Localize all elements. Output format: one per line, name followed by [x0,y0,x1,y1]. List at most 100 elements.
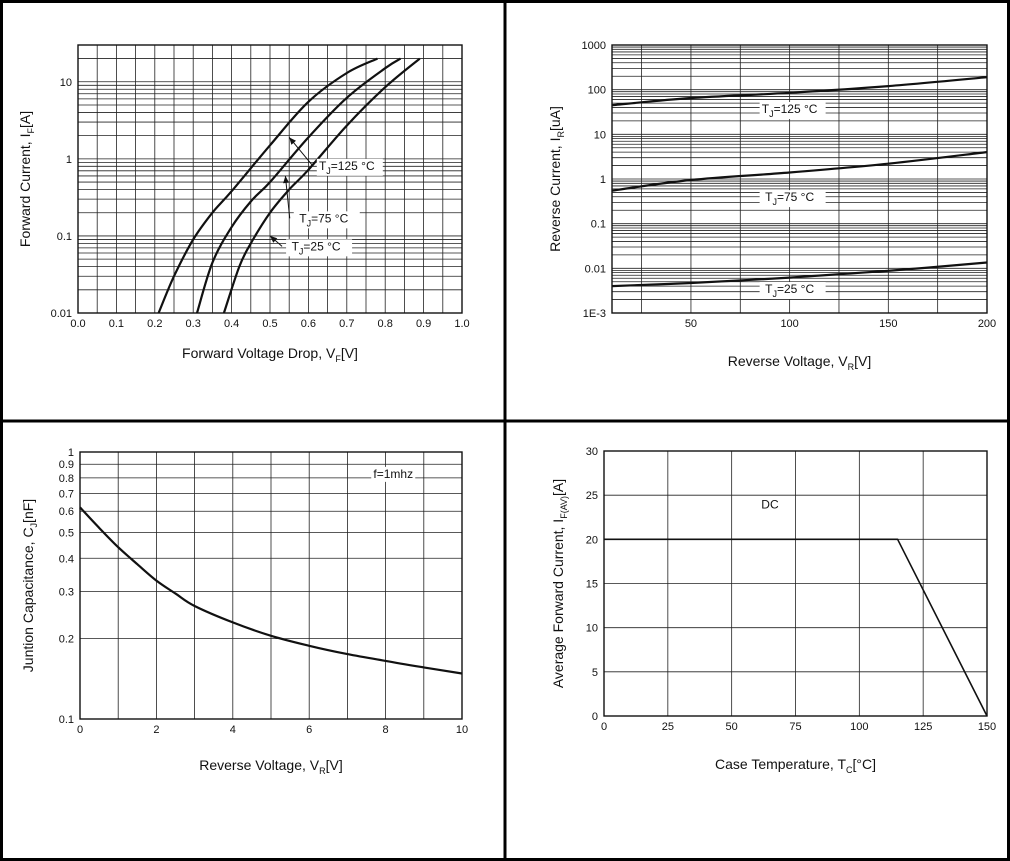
y-tick-label: 0.1 [59,714,74,726]
plot-area-border [611,44,988,314]
y-axis-label-main: Juntion Capacitance, C [20,527,36,672]
chart-2: 50 100 150 200 1E-3 0.01 0.1 1 10 100 1000 Reverse … [547,40,996,372]
y-tick-label: 100 [588,85,606,97]
y-tick-label: 1 [68,447,74,459]
annotation-label-backdrop [759,102,826,120]
x-tick-label: 100 [850,721,868,733]
annotation-label-sub: J [772,197,777,207]
y-tick-label: 0.01 [51,308,72,320]
annotation-label: DC [761,497,779,511]
y-tick-label: 10 [60,77,72,89]
annotation-leader-line [284,175,291,219]
x-axis-label-main: Case Temperature, T [715,756,846,772]
x-tick-label: 0.2 [147,318,162,330]
y-tick-label: 1 [600,174,606,186]
series-line-1 [79,506,463,675]
x-tick-label: 25 [662,721,674,733]
annotation-label-main: T [762,102,770,116]
annotation-label-backdrop [759,190,826,208]
annotation-label-backdrop [371,466,416,482]
x-axis-label-main: Reverse Voltage, V [199,757,320,773]
y-tick-label: 20 [586,534,598,546]
y-axis-label-suffix: [A] [550,479,566,496]
x-tick-label: 0.0 [70,318,85,330]
annotation-arrowhead [270,235,278,243]
series-line-3 [611,261,988,288]
y-tick-label: 0.3 [59,587,74,599]
annotation-label-rest: =75 °C [777,190,814,204]
annotation-label-backdrop [286,239,353,257]
y-axis-label-sub: R [556,131,566,138]
x-axis-label: Reverse Voltage, VR[V] [199,757,342,776]
annotation-label-backdrop [759,282,826,300]
series-line-2 [195,57,402,314]
annotation-label-sub: J [769,109,774,119]
y-tick-label: 25 [586,490,598,502]
x-axis-label-sub: R [319,766,326,776]
y-axis-label-suffix: [A] [17,111,33,128]
y-tick-label: 10 [586,623,598,635]
y-axis-label: Juntion Capacitance, CJ[nF] [20,499,39,672]
annotation-label-backdrop [747,497,792,513]
x-axis-label-suffix: [V] [326,757,343,773]
x-axis-label-sub: R [848,362,855,372]
y-axis-label: Average Forward Current, IF(AV)[A] [550,479,569,688]
y-axis-label-main: Forward Current, I [17,134,33,248]
annotation-label: f=1mhz [373,467,413,481]
y-axis-label: Reverse Current, IR[uA] [547,106,566,252]
y-tick-label: 1E-3 [583,308,606,320]
x-tick-label: 0.6 [301,318,316,330]
chart-3: 0 2 4 6 8 10 0.1 0.2 0.3 0.4 0.5 0.6 0.7 0.8 0.91 Rever… [20,447,468,776]
x-tick-label: 2 [153,724,159,736]
annotation-label-backdrop [293,211,360,229]
annotation-label-sub: J [772,289,777,299]
x-tick-label: 0.7 [339,318,354,330]
annotation-arrowhead [283,175,290,184]
annotation-label-backdrop [316,158,383,176]
y-axis-label: Forward Current, IF[A] [17,111,36,247]
y-tick-label: 0.2 [59,634,74,646]
x-axis-label-suffix: [°C] [853,756,877,772]
annotation-label-rest: =25 °C [303,239,340,253]
annotation-label-main: T [765,282,773,296]
y-tick-label: 10 [594,129,606,141]
x-axis-label: Forward Voltage Drop, VF[V] [182,345,358,364]
annotation-arrowhead [289,137,296,145]
annotation-label-rest: =25 °C [777,282,814,296]
y-tick-label: 0.1 [57,231,72,243]
annotation-label-rest: =75 °C [311,211,348,225]
y-tick-label: 5 [592,667,598,679]
x-tick-label: 50 [726,721,738,733]
x-tick-label: 0.5 [262,318,277,330]
y-tick-label: 0.5 [59,527,74,539]
annotation-label-sub: J [307,218,312,228]
x-axis-label-sub: F [335,354,341,364]
x-tick-label: 0.9 [416,318,431,330]
x-tick-label: 100 [780,318,798,330]
y-tick-label: 0.6 [59,506,74,518]
series-line-2 [611,151,988,192]
annotation-label-sub: J [326,166,331,176]
y-axis-label-main: Reverse Current, I [547,138,563,252]
x-tick-label: 0 [77,724,83,736]
x-tick-label: 0.3 [186,318,201,330]
plot-area-border [77,44,463,314]
annotation-label-main: T [292,239,300,253]
y-axis-label-sub: F(AV) [559,496,569,519]
x-tick-label: 125 [914,721,932,733]
y-axis-label-suffix: [uA] [547,106,563,131]
plot-area-border [79,451,463,720]
x-tick-label: 1.0 [454,318,469,330]
annotation-label: TJ=125 °C [762,102,818,119]
y-tick-label: 1 [66,154,72,166]
annotation-label-rest: =125 °C [774,102,818,116]
series-line-1 [611,76,988,107]
x-tick-label: 150 [879,318,897,330]
y-tick-label: 0.7 [59,488,74,500]
chart-1: 0.0 0.1 0.2 0.3 0.4 0.5 0.6 0.7 0.8 0.9 1.0 0.01 0.1… [17,44,470,364]
plot-area-border [603,450,988,717]
x-tick-label: 150 [978,721,996,733]
y-tick-label: 0.8 [59,473,74,485]
